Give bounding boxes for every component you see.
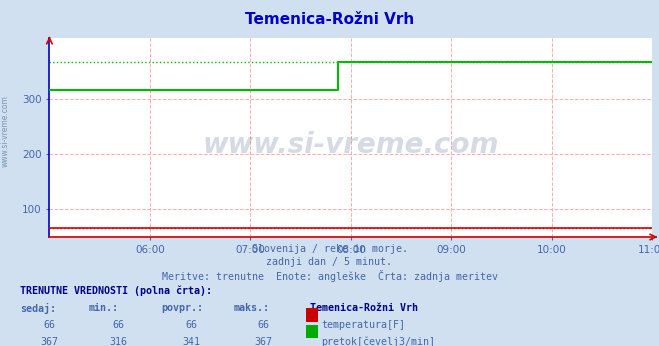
Text: 367: 367	[40, 337, 59, 346]
Text: 367: 367	[254, 337, 273, 346]
Text: TRENUTNE VREDNOSTI (polna črta):: TRENUTNE VREDNOSTI (polna črta):	[20, 285, 212, 296]
Text: 341: 341	[182, 337, 200, 346]
Text: zadnji dan / 5 minut.: zadnji dan / 5 minut.	[266, 257, 393, 267]
Text: Meritve: trenutne  Enote: angleške  Črta: zadnja meritev: Meritve: trenutne Enote: angleške Črta: …	[161, 270, 498, 282]
Text: Temenica-Rožni Vrh: Temenica-Rožni Vrh	[310, 303, 418, 313]
Text: sedaj:: sedaj:	[20, 303, 56, 315]
Text: 66: 66	[258, 320, 270, 330]
Text: povpr.:: povpr.:	[161, 303, 204, 313]
Text: 66: 66	[113, 320, 125, 330]
Text: temperatura[F]: temperatura[F]	[322, 320, 405, 330]
Text: pretok[čevelj3/min]: pretok[čevelj3/min]	[322, 337, 436, 346]
Text: Temenica-Rožni Vrh: Temenica-Rožni Vrh	[245, 12, 414, 27]
Text: min.:: min.:	[89, 303, 119, 313]
Text: www.si-vreme.com: www.si-vreme.com	[1, 95, 10, 167]
Text: Slovenija / reke in morje.: Slovenija / reke in morje.	[252, 244, 407, 254]
Text: 66: 66	[43, 320, 55, 330]
Text: 66: 66	[185, 320, 197, 330]
Text: www.si-vreme.com: www.si-vreme.com	[203, 131, 499, 160]
Text: maks.:: maks.:	[234, 303, 270, 313]
Text: 316: 316	[109, 337, 128, 346]
